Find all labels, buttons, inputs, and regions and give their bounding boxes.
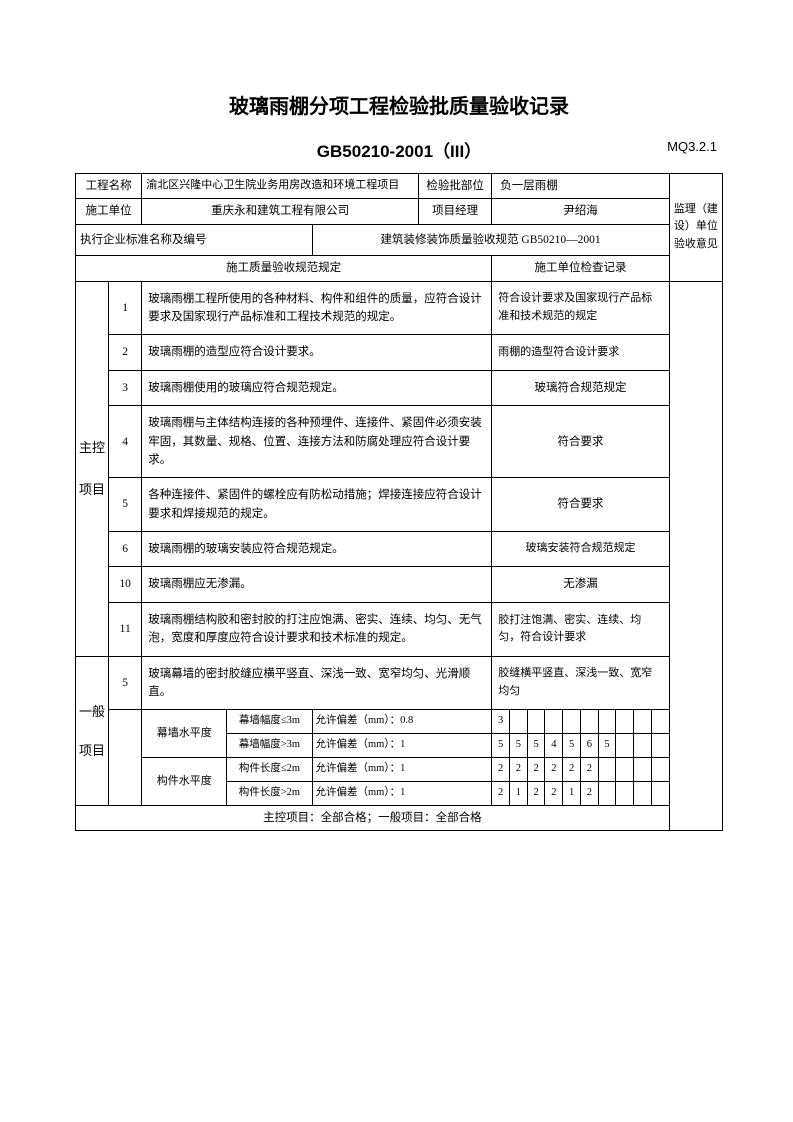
- measure-tol: 允许偏差（mm）：1: [312, 758, 492, 782]
- measure-cond: 构件长度>2m: [227, 781, 312, 805]
- mv: 2: [563, 758, 581, 782]
- row-num: 10: [109, 567, 142, 602]
- mv: [545, 710, 563, 734]
- mv: 2: [545, 781, 563, 805]
- row-spec: 玻璃雨棚的造型应符合设计要求。: [142, 335, 492, 370]
- mv: [634, 710, 652, 734]
- mv: 2: [545, 758, 563, 782]
- row-num: 5: [109, 478, 142, 532]
- mv: [651, 734, 669, 758]
- doc-subtitle: GB50210-2001（III）: [75, 137, 723, 162]
- category-general: 一般项目: [76, 656, 109, 805]
- row-num: 4: [109, 406, 142, 478]
- measure-tol: 允许偏差（mm）：1: [312, 734, 492, 758]
- mv: [616, 781, 634, 805]
- mv: [634, 758, 652, 782]
- row-num: 5: [109, 656, 142, 710]
- measure-cond: 构件长度≤2m: [227, 758, 312, 782]
- doc-code: MQ3.2.1: [667, 139, 717, 154]
- row-check: 胶缝横平竖直、深浅一致、宽窄均匀: [492, 656, 669, 710]
- doc-title: 玻璃雨棚分项工程检验批质量验收记录: [75, 90, 723, 119]
- measure-blank: [109, 710, 142, 805]
- supervisor-opinion: [669, 281, 722, 830]
- mv: 2: [580, 781, 598, 805]
- mv: 5: [492, 734, 510, 758]
- row-check: 符合设计要求及国家现行产品标准和技术规范的规定: [492, 281, 669, 335]
- mv: [598, 758, 616, 782]
- row-num: 2: [109, 335, 142, 370]
- mv: 5: [527, 734, 545, 758]
- row-spec: 玻璃雨棚的玻璃安装应符合规范规定。: [142, 532, 492, 567]
- measure-cond: 幕墙幅度≤3m: [227, 710, 312, 734]
- mv: 1: [510, 781, 528, 805]
- category-main: 主控项目: [76, 281, 109, 656]
- row-num: 6: [109, 532, 142, 567]
- row-check: 雨棚的造型符合设计要求: [492, 335, 669, 370]
- label-batch: 检验批部位: [418, 174, 491, 199]
- label-spec-section: 施工质量验收规范规定: [76, 256, 492, 281]
- label-standard: 执行企业标准名称及编号: [76, 224, 313, 255]
- mv: [616, 710, 634, 734]
- mv: [616, 758, 634, 782]
- measure-tol: 允许偏差（mm）：0.8: [312, 710, 492, 734]
- mv: [651, 758, 669, 782]
- mv: 2: [492, 758, 510, 782]
- row-check: 玻璃符合规范规定: [492, 370, 669, 405]
- mv: [527, 710, 545, 734]
- value-standard: 建筑装修装饰质量验收规范 GB50210—2001: [312, 224, 669, 255]
- row-spec: 玻璃雨棚与主体结构连接的各种预埋件、连接件、紧固件必须安装牢固，其数量、规格、位…: [142, 406, 492, 478]
- mv: 2: [527, 758, 545, 782]
- row-spec: 玻璃雨棚应无渗漏。: [142, 567, 492, 602]
- inspection-form: 工程名称 渝北区兴隆中心卫生院业务用房改造和环境工程项目 检验批部位 负一层雨棚…: [75, 173, 723, 831]
- mv: [563, 710, 581, 734]
- row-check: 玻璃安装符合规范规定: [492, 532, 669, 567]
- value-project: 渝北区兴隆中心卫生院业务用房改造和环境工程项目: [142, 174, 419, 199]
- row-num: 11: [109, 602, 142, 656]
- mv: [634, 734, 652, 758]
- row-spec: 玻璃雨棚使用的玻璃应符合规范规定。: [142, 370, 492, 405]
- row-spec: 玻璃雨棚结构胶和密封胶的打注应饱满、密实、连续、均匀、无气泡，宽度和厚度应符合设…: [142, 602, 492, 656]
- mv: 5: [598, 734, 616, 758]
- mv: [651, 710, 669, 734]
- mv: [598, 710, 616, 734]
- row-num: 3: [109, 370, 142, 405]
- mv: 2: [510, 758, 528, 782]
- row-spec: 各种连接件、紧固件的螺栓应有防松动措施；焊接连接应符合设计要求和焊接规范的规定。: [142, 478, 492, 532]
- label-check-section: 施工单位检查记录: [492, 256, 669, 281]
- row-spec: 玻璃幕墙的密封胶缝应横平竖直、深浅一致、宽窄均匀、光滑顺直。: [142, 656, 492, 710]
- mv: [651, 781, 669, 805]
- mv: 5: [563, 734, 581, 758]
- label-unit: 施工单位: [76, 199, 142, 224]
- mv: 2: [527, 781, 545, 805]
- label-project: 工程名称: [76, 174, 142, 199]
- measure-group: 幕墙水平度: [142, 710, 227, 758]
- row-spec: 玻璃雨棚工程所使用的各种材料、构件和组件的质量，应符合设计要求及国家现行产品标准…: [142, 281, 492, 335]
- measure-cond: 幕墙幅度>3m: [227, 734, 312, 758]
- mv: 1: [563, 781, 581, 805]
- mv: [616, 734, 634, 758]
- mv: 5: [510, 734, 528, 758]
- row-check: 胶打注饱满、密实、连续、均匀，符合设计要求: [492, 602, 669, 656]
- label-manager: 项目经理: [418, 199, 491, 224]
- footer-summary: 主控项目：全部合格；一般项目：全部合格: [76, 805, 670, 830]
- mv: 3: [492, 710, 510, 734]
- mv: [580, 710, 598, 734]
- mv: [598, 781, 616, 805]
- measure-group: 构件水平度: [142, 758, 227, 806]
- mv: [510, 710, 528, 734]
- value-batch: 负一层雨棚: [492, 174, 669, 199]
- measure-tol: 允许偏差（mm）：1: [312, 781, 492, 805]
- mv: 4: [545, 734, 563, 758]
- value-unit: 重庆永和建筑工程有限公司: [142, 199, 419, 224]
- mv: 2: [492, 781, 510, 805]
- row-check: 无渗漏: [492, 567, 669, 602]
- row-num: 1: [109, 281, 142, 335]
- mv: 6: [580, 734, 598, 758]
- row-check: 符合要求: [492, 478, 669, 532]
- value-manager: 尹绍海: [492, 199, 669, 224]
- row-check: 符合要求: [492, 406, 669, 478]
- mv: [634, 781, 652, 805]
- label-supervisor: 监理（建设）单位验收意见: [669, 174, 722, 282]
- mv: 2: [580, 758, 598, 782]
